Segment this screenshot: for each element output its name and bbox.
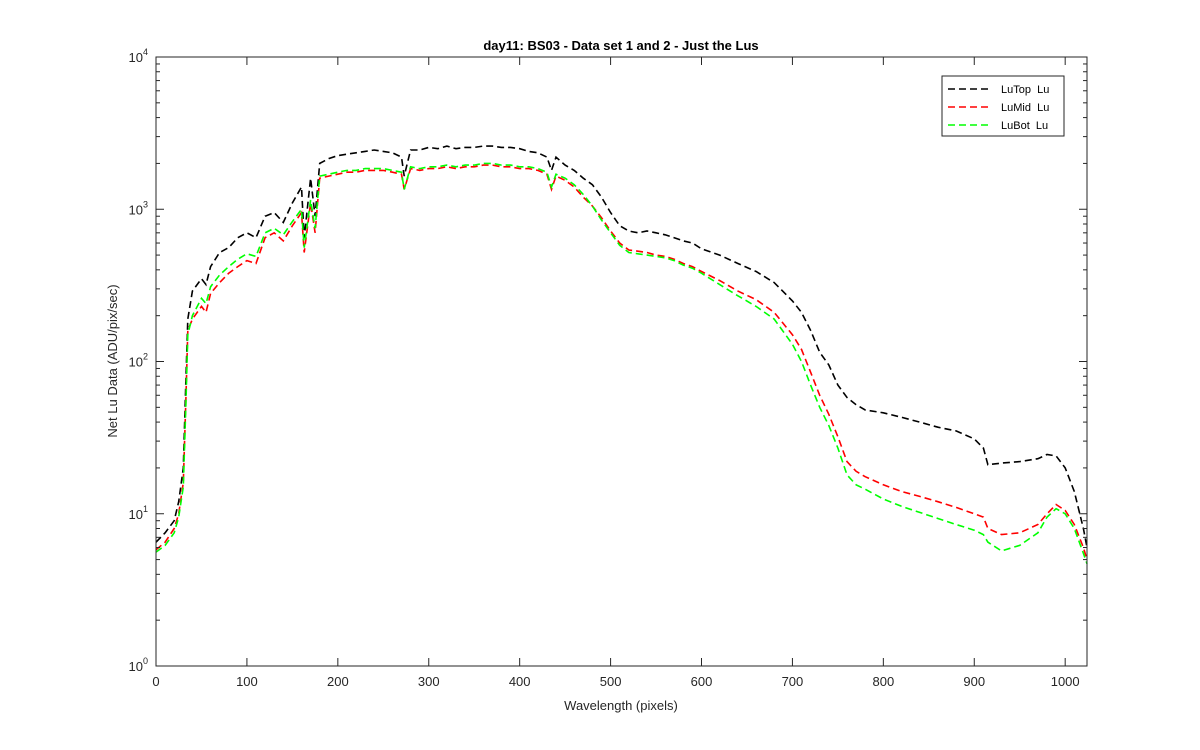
x-tick-label: 0 [152, 674, 159, 689]
legend-label-lumid: LuMid Lu [1001, 102, 1049, 114]
legend: LuTop Lu LuMid Lu LuBot Lu [941, 75, 1065, 137]
series-layer [155, 145, 1088, 564]
legend-label-lubot: LuBot Lu [1001, 120, 1048, 132]
x-axis-ticks: 0 100 200 300 400 500 600 700 800 900 1000 [152, 57, 1080, 689]
series-line-2 [155, 162, 1088, 564]
x-tick-label: 100 [236, 674, 258, 689]
chart-title: day11: BS03 - Data set 1 and 2 - Just th… [483, 38, 758, 53]
y-axis-label: Net Lu Data (ADU/pix/sec) [105, 284, 120, 437]
x-tick-label: 300 [418, 674, 440, 689]
x-tick-label: 900 [963, 674, 985, 689]
x-tick-label: 500 [600, 674, 622, 689]
x-axis-label: Wavelength (pixels) [564, 698, 678, 713]
y-tick-label: 100 [129, 656, 148, 674]
legend-box [941, 75, 1065, 137]
legend-label-lutop: LuTop Lu [1001, 84, 1049, 96]
x-tick-label: 1000 [1051, 674, 1080, 689]
x-tick-label: 400 [509, 674, 531, 689]
x-tick-label: 700 [782, 674, 804, 689]
series-line-0 [155, 145, 1088, 548]
x-tick-label: 200 [327, 674, 349, 689]
y-axis-ticks: 100 101 102 103 104 [129, 47, 1087, 674]
plot-area [156, 57, 1087, 666]
series-line-1 [155, 164, 1088, 560]
y-tick-label: 102 [129, 352, 148, 370]
y-tick-label: 103 [129, 199, 148, 217]
y-tick-label: 101 [129, 504, 148, 522]
y-tick-label: 104 [129, 47, 148, 65]
x-tick-label: 800 [872, 674, 894, 689]
x-tick-label: 600 [691, 674, 713, 689]
